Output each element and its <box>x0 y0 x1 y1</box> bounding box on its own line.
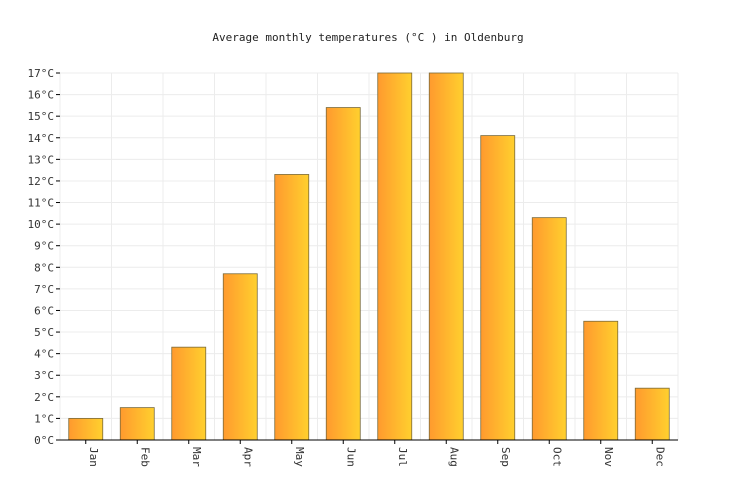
bar-oct <box>531 217 567 441</box>
y-tick-label: 7°C <box>34 283 54 296</box>
x-tick-label: Jun <box>344 447 357 467</box>
bar-jun <box>325 107 361 441</box>
bars <box>68 72 670 441</box>
y-axis-ticks: 0°C 1°C 2°C 3°C 4°C 5°C 6°C 7°C 8°C 9°C 10°C 11°C 12… <box>28 67 60 447</box>
y-tick-label: 16°C <box>28 89 55 102</box>
y-tick-label: 15°C <box>28 110 55 123</box>
x-tick-label: Dec <box>653 447 666 467</box>
y-tick-label: 8°C <box>34 261 54 274</box>
y-tick-label: 13°C <box>28 153 55 166</box>
y-tick-label: 0°C <box>34 434 54 447</box>
y-tick-label: 6°C <box>34 304 54 317</box>
y-tick-label: 17°C <box>28 67 55 80</box>
y-tick-label: 12°C <box>28 175 55 188</box>
x-axis-ticks: Jan Feb Mar Apr May Jun Jul Aug Sep Oct Nov Dec <box>85 440 666 467</box>
x-tick-label: Feb <box>138 447 151 467</box>
bar-aug <box>428 72 464 441</box>
y-tick-label: 14°C <box>28 132 55 145</box>
x-tick-label: Mar <box>190 447 203 467</box>
y-tick-label: 2°C <box>34 391 54 404</box>
y-tick-label: 10°C <box>28 218 55 231</box>
bar-apr <box>222 273 258 441</box>
y-tick-label: 11°C <box>28 197 55 210</box>
x-tick-label: Sep <box>499 447 512 467</box>
bar-dec <box>634 387 670 441</box>
y-tick-label: 1°C <box>34 412 54 425</box>
x-tick-label: Nov <box>602 447 615 467</box>
gridlines <box>59 72 679 441</box>
y-tick-label: 5°C <box>34 326 54 339</box>
y-tick-label: 4°C <box>34 348 54 361</box>
bar-jan <box>68 418 104 441</box>
bar-nov <box>583 320 619 441</box>
bar-jul <box>377 72 413 441</box>
y-tick-label: 3°C <box>34 369 54 382</box>
y-tick-label: 9°C <box>34 240 54 253</box>
bar-mar <box>171 346 207 441</box>
x-tick-label: May <box>293 447 306 467</box>
x-tick-label: Jan <box>87 447 100 467</box>
bar-feb <box>119 407 155 441</box>
x-tick-label: Jul <box>396 447 409 467</box>
x-tick-label: Apr <box>241 447 254 467</box>
chart-title: Average monthly temperatures (°C ) in Ol… <box>212 31 523 44</box>
x-tick-label: Aug <box>447 447 460 467</box>
x-tick-label: Oct <box>550 447 563 467</box>
bar-sep <box>480 135 516 441</box>
bar-may <box>274 174 310 441</box>
